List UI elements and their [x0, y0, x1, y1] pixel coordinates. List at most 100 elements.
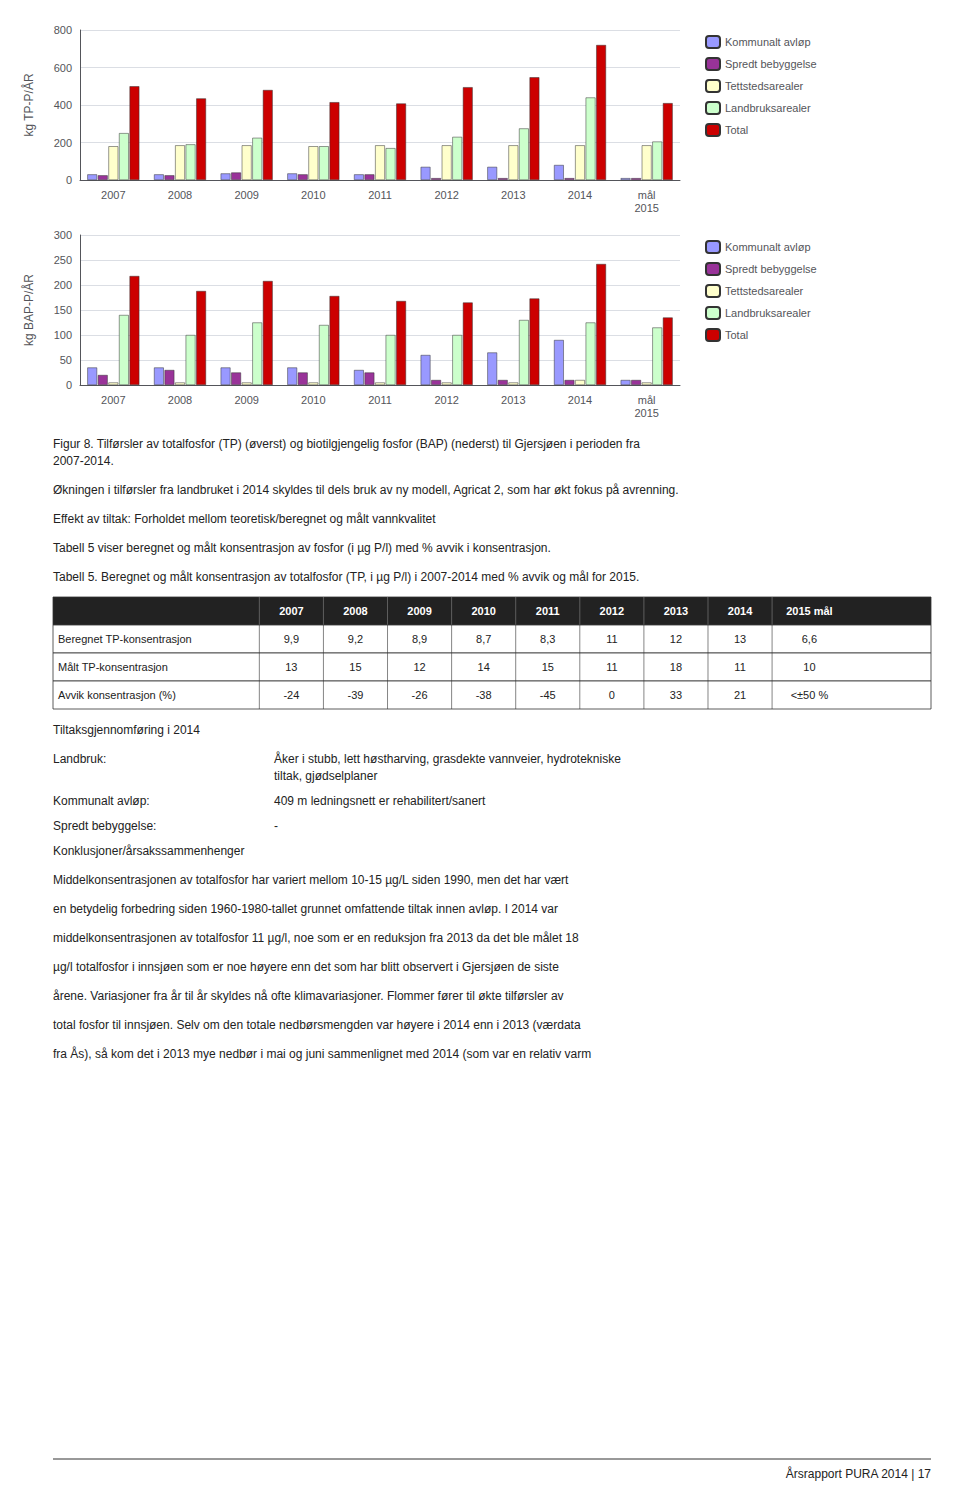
- svg-text:tiltak, gjødselplaner: tiltak, gjødselplaner: [274, 769, 377, 783]
- svg-text:11: 11: [606, 633, 617, 645]
- svg-text:-: -: [274, 819, 278, 833]
- svg-text:8,9: 8,9: [412, 633, 427, 645]
- svg-text:2007-2014.: 2007-2014.: [53, 454, 114, 468]
- svg-text:15: 15: [349, 661, 361, 673]
- svg-text:200: 200: [54, 279, 72, 291]
- svg-text:2010: 2010: [301, 394, 325, 406]
- svg-text:Økningen i tilførsler fra land: Økningen i tilførsler fra landbruket i 2…: [53, 483, 679, 497]
- svg-text:Åker i stubb, lett høstharving: Åker i stubb, lett høstharving, grasdekt…: [274, 751, 621, 766]
- svg-text:8,3: 8,3: [540, 633, 555, 645]
- svg-text:11: 11: [734, 661, 745, 673]
- svg-text:Effekt av tiltak: Forholdet me: Effekt av tiltak: Forholdet mellom teore…: [53, 512, 436, 526]
- svg-text:800: 800: [54, 24, 72, 36]
- svg-text:11: 11: [606, 661, 617, 673]
- svg-text:2008: 2008: [168, 394, 192, 406]
- svg-text:2015 mål: 2015 mål: [786, 605, 832, 617]
- svg-text:409 m ledningsnett er rehabili: 409 m ledningsnett er rehabilitert/saner…: [274, 794, 486, 808]
- svg-text:-45: -45: [540, 689, 556, 701]
- svg-text:Tabell 5 viser beregnet og mål: Tabell 5 viser beregnet og målt konsentr…: [53, 541, 551, 555]
- svg-text:kg BAP-P/ÅR: kg BAP-P/ÅR: [21, 274, 36, 346]
- svg-text:13: 13: [734, 633, 746, 645]
- svg-text:2012: 2012: [434, 189, 458, 201]
- svg-text:Målt TP-konsentrasjon: Målt TP-konsentrasjon: [58, 661, 168, 673]
- svg-text:300: 300: [54, 229, 72, 241]
- svg-text:µg/l totalfosfor i innsjøen so: µg/l totalfosfor i innsjøen som er noe h…: [53, 960, 559, 974]
- svg-text:6,6: 6,6: [802, 633, 817, 645]
- svg-text:400: 400: [54, 99, 72, 111]
- svg-text:fra Ås), så kom det i 2013 mye: fra Ås), så kom det i 2013 mye nedbør i …: [53, 1046, 591, 1061]
- svg-text:Total: Total: [725, 329, 748, 341]
- svg-text:2011: 2011: [368, 394, 392, 406]
- svg-text:2015: 2015: [634, 407, 658, 419]
- svg-text:2014: 2014: [568, 394, 592, 406]
- svg-text:2007: 2007: [101, 189, 125, 201]
- svg-text:13: 13: [285, 661, 297, 673]
- svg-text:-39: -39: [348, 689, 364, 701]
- svg-text:mål: mål: [638, 394, 656, 406]
- svg-text:0: 0: [66, 174, 72, 186]
- svg-text:mål: mål: [638, 189, 656, 201]
- svg-text:2014: 2014: [568, 189, 592, 201]
- svg-text:150: 150: [54, 304, 72, 316]
- svg-text:-38: -38: [476, 689, 492, 701]
- svg-text:2013: 2013: [664, 605, 688, 617]
- svg-text:2013: 2013: [501, 189, 525, 201]
- svg-text:2008: 2008: [168, 189, 192, 201]
- svg-text:14: 14: [478, 661, 490, 673]
- svg-text:9,9: 9,9: [284, 633, 299, 645]
- svg-text:2007: 2007: [101, 394, 125, 406]
- svg-text:total fosfor til innsjøen. Sel: total fosfor til innsjøen. Selv om den t…: [53, 1018, 581, 1032]
- svg-text:250: 250: [54, 254, 72, 266]
- svg-text:0: 0: [66, 379, 72, 391]
- svg-text:Tiltaksgjennomføring i 2014: Tiltaksgjennomføring i 2014: [53, 723, 200, 737]
- svg-text:Kommunalt avløp: Kommunalt avløp: [725, 36, 811, 48]
- svg-text:10: 10: [803, 661, 815, 673]
- svg-text:9,2: 9,2: [348, 633, 363, 645]
- svg-text:2008: 2008: [343, 605, 367, 617]
- svg-text:2012: 2012: [434, 394, 458, 406]
- svg-text:12: 12: [670, 633, 682, 645]
- svg-text:Landbruk:: Landbruk:: [53, 752, 106, 766]
- svg-text:Kommunalt avløp: Kommunalt avløp: [725, 241, 811, 253]
- svg-text:2007: 2007: [279, 605, 303, 617]
- svg-text:2009: 2009: [407, 605, 431, 617]
- svg-text:Landbruksarealer: Landbruksarealer: [725, 307, 811, 319]
- svg-text:2011: 2011: [368, 189, 392, 201]
- svg-text:Kommunalt avløp:: Kommunalt avløp:: [53, 794, 150, 808]
- svg-text:Spredt bebyggelse: Spredt bebyggelse: [725, 58, 817, 70]
- svg-text:2011: 2011: [536, 605, 560, 617]
- svg-text:Landbruksarealer: Landbruksarealer: [725, 102, 811, 114]
- svg-text:2009: 2009: [234, 394, 258, 406]
- svg-text:kg TP-P/ÅR: kg TP-P/ÅR: [21, 73, 36, 136]
- svg-text:middelkonsentrasjonen av total: middelkonsentrasjonen av totalfosfor 11 …: [53, 931, 579, 945]
- svg-text:12: 12: [413, 661, 425, 673]
- svg-text:Total: Total: [725, 124, 748, 136]
- svg-text:-24: -24: [283, 689, 299, 701]
- svg-text:2012: 2012: [600, 605, 624, 617]
- svg-text:2014: 2014: [728, 605, 753, 617]
- svg-text:200: 200: [54, 137, 72, 149]
- svg-text:Avvik konsentrasjon (%): Avvik konsentrasjon (%): [58, 689, 176, 701]
- svg-text:Beregnet TP-konsentrasjon: Beregnet TP-konsentrasjon: [58, 633, 192, 645]
- svg-text:21: 21: [734, 689, 746, 701]
- svg-text:Spredt bebyggelse: Spredt bebyggelse: [725, 263, 817, 275]
- svg-text:Årsrapport PURA 2014 | 17: Årsrapport PURA 2014 | 17: [786, 1466, 932, 1481]
- svg-text:2013: 2013: [501, 394, 525, 406]
- svg-text:Konklusjoner/årsakssammenhenge: Konklusjoner/årsakssammenhenger: [53, 844, 244, 858]
- svg-text:18: 18: [670, 661, 682, 673]
- svg-text:15: 15: [542, 661, 554, 673]
- svg-text:100: 100: [54, 329, 72, 341]
- svg-text:33: 33: [670, 689, 682, 701]
- svg-text:<±50 %: <±50 %: [791, 689, 829, 701]
- svg-text:Spredt bebyggelse:: Spredt bebyggelse:: [53, 819, 156, 833]
- svg-text:2009: 2009: [234, 189, 258, 201]
- svg-text:årene. Variasjoner fra år til: årene. Variasjoner fra år til år skyldes…: [53, 989, 564, 1003]
- svg-text:50: 50: [60, 354, 72, 366]
- svg-text:8,7: 8,7: [476, 633, 491, 645]
- svg-text:2010: 2010: [471, 605, 495, 617]
- svg-text:Tabell 5. Beregnet og målt kon: Tabell 5. Beregnet og målt konsentrasjon…: [53, 570, 639, 584]
- svg-text:2015: 2015: [634, 202, 658, 214]
- svg-text:en betydelig forbedring siden: en betydelig forbedring siden 1960-1980-…: [53, 902, 558, 916]
- svg-text:Figur 8. Tilførsler av totalfo: Figur 8. Tilførsler av totalfosfor (TP) …: [53, 437, 640, 451]
- svg-text:0: 0: [609, 689, 615, 701]
